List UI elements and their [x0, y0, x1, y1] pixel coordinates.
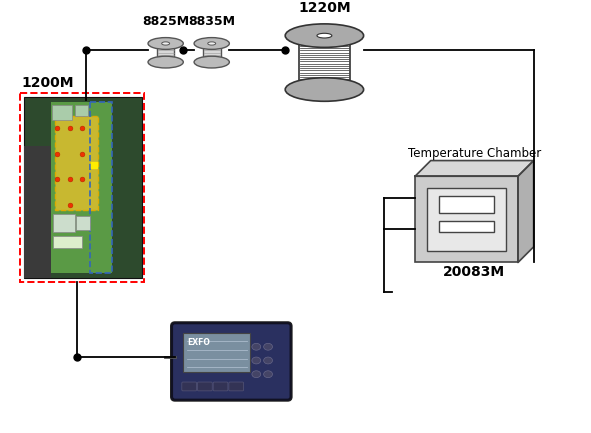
Ellipse shape: [252, 357, 261, 364]
FancyBboxPatch shape: [74, 105, 88, 116]
Text: 20083M: 20083M: [443, 265, 505, 279]
Polygon shape: [518, 161, 534, 262]
FancyBboxPatch shape: [24, 97, 142, 278]
Ellipse shape: [208, 42, 216, 45]
Ellipse shape: [285, 78, 363, 101]
FancyBboxPatch shape: [427, 188, 506, 251]
FancyBboxPatch shape: [172, 323, 291, 400]
Ellipse shape: [194, 38, 229, 49]
FancyBboxPatch shape: [299, 36, 350, 90]
Text: EXFO: EXFO: [188, 338, 210, 347]
Ellipse shape: [148, 38, 183, 49]
FancyBboxPatch shape: [24, 146, 51, 278]
Ellipse shape: [264, 371, 272, 378]
FancyBboxPatch shape: [183, 333, 251, 372]
Ellipse shape: [285, 24, 363, 47]
FancyBboxPatch shape: [157, 43, 174, 62]
Text: 1220M: 1220M: [298, 0, 350, 15]
Text: Temperature Chamber: Temperature Chamber: [408, 147, 541, 160]
FancyBboxPatch shape: [52, 105, 72, 120]
FancyBboxPatch shape: [76, 216, 90, 230]
FancyBboxPatch shape: [182, 382, 197, 391]
Polygon shape: [415, 161, 534, 176]
FancyBboxPatch shape: [439, 221, 494, 232]
FancyBboxPatch shape: [173, 324, 290, 399]
Ellipse shape: [252, 343, 261, 350]
FancyBboxPatch shape: [203, 43, 220, 62]
Ellipse shape: [148, 56, 183, 68]
FancyBboxPatch shape: [53, 236, 82, 248]
Ellipse shape: [317, 33, 332, 38]
FancyBboxPatch shape: [51, 102, 112, 273]
Text: 8825M: 8825M: [142, 15, 189, 28]
FancyBboxPatch shape: [229, 382, 243, 391]
FancyBboxPatch shape: [55, 116, 98, 210]
Ellipse shape: [252, 371, 261, 378]
FancyBboxPatch shape: [53, 214, 74, 232]
FancyBboxPatch shape: [197, 382, 212, 391]
Ellipse shape: [264, 343, 272, 350]
Ellipse shape: [194, 56, 229, 68]
FancyBboxPatch shape: [415, 176, 518, 262]
Ellipse shape: [162, 42, 170, 45]
FancyBboxPatch shape: [439, 196, 494, 213]
Text: 8835M: 8835M: [188, 15, 235, 28]
FancyBboxPatch shape: [213, 382, 228, 391]
Text: 1200M: 1200M: [22, 76, 74, 90]
FancyBboxPatch shape: [171, 322, 291, 401]
Ellipse shape: [264, 357, 272, 364]
